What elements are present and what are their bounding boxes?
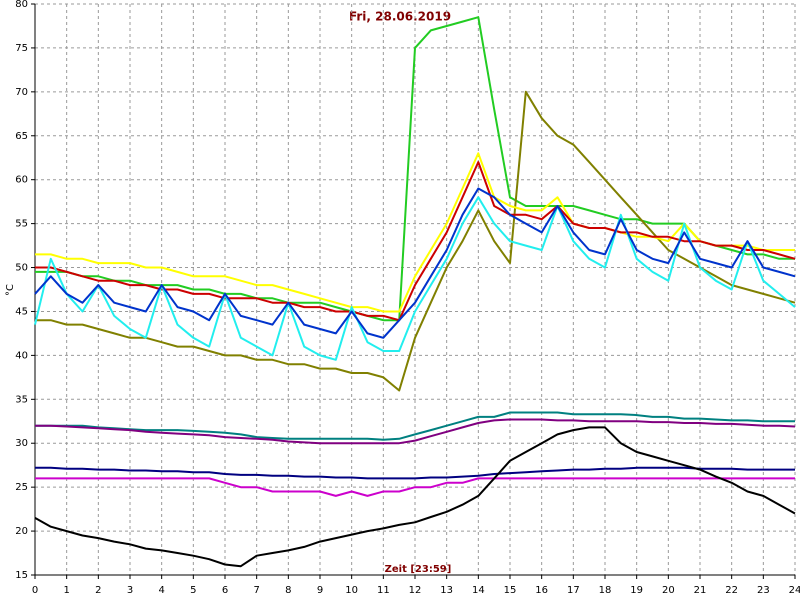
x-tick-label: 22 bbox=[725, 585, 738, 596]
x-tick-label: 16 bbox=[535, 585, 548, 596]
x-tick-label: 10 bbox=[345, 585, 358, 596]
series-line bbox=[35, 477, 795, 497]
y-tick-label: 30 bbox=[15, 438, 28, 449]
x-tick-label: 2 bbox=[95, 585, 101, 596]
y-tick-label: 80 bbox=[15, 0, 28, 10]
x-tick-label: 14 bbox=[472, 585, 485, 596]
y-tick-label: 55 bbox=[15, 219, 28, 230]
series-line bbox=[35, 152, 795, 313]
x-tick-label: 5 bbox=[190, 585, 196, 596]
x-tick-label: 9 bbox=[317, 585, 323, 596]
series-line bbox=[35, 90, 796, 392]
series-line bbox=[34, 426, 796, 568]
series-line bbox=[35, 466, 795, 480]
x-tick-label: 17 bbox=[567, 585, 580, 596]
x-tick-label: 4 bbox=[158, 585, 164, 596]
y-tick-label: 45 bbox=[15, 306, 28, 317]
chart-title: Fri, 28.06.2019 bbox=[349, 10, 451, 24]
y-tick-label: 20 bbox=[15, 526, 28, 537]
y-tick-label: 60 bbox=[15, 175, 28, 186]
x-tick-label: 11 bbox=[377, 585, 390, 596]
y-axis-label: °C bbox=[5, 284, 16, 296]
y-tick-label: 35 bbox=[15, 394, 28, 405]
series-line bbox=[34, 187, 796, 339]
x-tick-label: 18 bbox=[599, 585, 612, 596]
x-tick-label: 23 bbox=[757, 585, 770, 596]
y-tick-label: 75 bbox=[15, 43, 28, 54]
x-tick-label: 21 bbox=[694, 585, 707, 596]
y-tick-label: 70 bbox=[15, 87, 28, 98]
x-tick-label: 0 bbox=[32, 585, 38, 596]
x-tick-label: 15 bbox=[504, 585, 517, 596]
y-tick-label: 25 bbox=[15, 482, 28, 493]
x-tick-label: 20 bbox=[662, 585, 675, 596]
series-line bbox=[35, 161, 796, 322]
x-tick-label: 6 bbox=[222, 585, 228, 596]
x-tick-label: 19 bbox=[630, 585, 643, 596]
series-line bbox=[35, 411, 795, 441]
x-tick-label: 3 bbox=[127, 585, 133, 596]
x-tick-label: 12 bbox=[409, 585, 422, 596]
y-tick-label: 65 bbox=[15, 131, 28, 142]
x-tick-label: 1 bbox=[63, 585, 69, 596]
y-tick-label: 15 bbox=[15, 570, 28, 581]
x-tick-label: 13 bbox=[440, 585, 453, 596]
x-tick-label: 24 bbox=[789, 585, 800, 596]
series-line bbox=[35, 418, 796, 445]
y-tick-label: 50 bbox=[15, 263, 28, 274]
x-tick-label: 8 bbox=[285, 585, 291, 596]
x-axis-label: Zeit [23:59] bbox=[385, 564, 452, 575]
x-tick-label: 7 bbox=[253, 585, 259, 596]
y-tick-label: 40 bbox=[15, 350, 28, 361]
